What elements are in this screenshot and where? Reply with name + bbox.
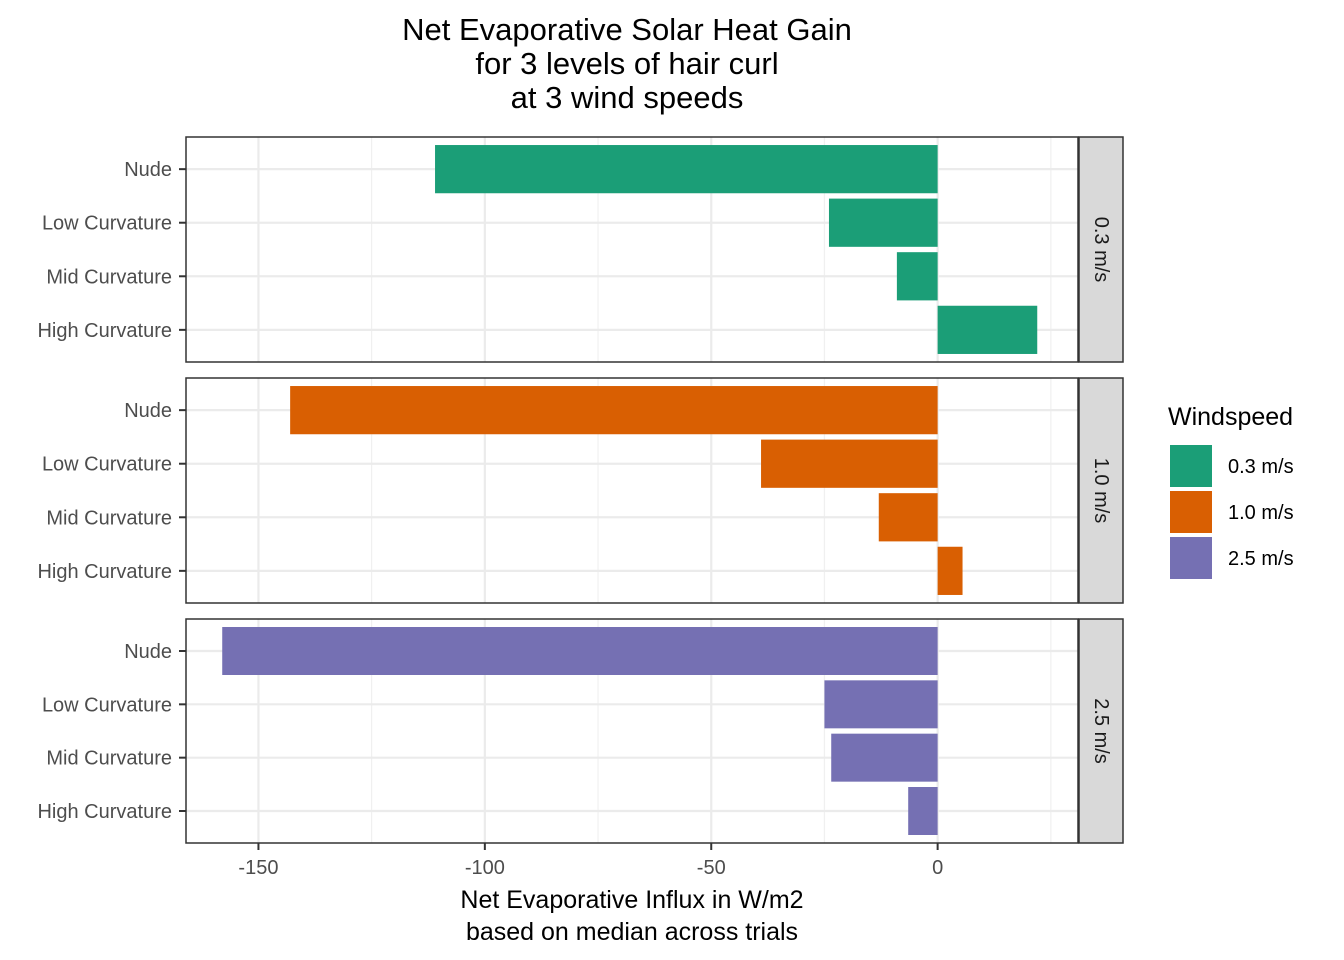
y-tick-label: Mid Curvature bbox=[46, 748, 172, 770]
panel-border bbox=[185, 136, 1079, 363]
x-tick-label: -150 bbox=[238, 857, 278, 879]
facet-panel: Nude Low Curvature Mid Curvature High Curva… bbox=[37, 377, 1124, 604]
facet-strip-label: 2.5 m/s bbox=[1090, 698, 1112, 764]
facet-strip bbox=[1078, 618, 1124, 844]
legend-key bbox=[1170, 537, 1212, 579]
y-tick-label: Nude bbox=[124, 159, 172, 181]
bar bbox=[761, 439, 938, 488]
y-tick-label: Nude bbox=[124, 400, 172, 422]
legend-key bbox=[1170, 445, 1212, 487]
x-tick-label: 0 bbox=[932, 857, 943, 879]
bar bbox=[878, 493, 938, 542]
y-tick-label: High Curvature bbox=[37, 320, 172, 342]
bar bbox=[435, 145, 938, 194]
legend: Windspeed 0.3 m/s 1.0 m/s 2.5 m/s bbox=[1168, 403, 1294, 579]
facet-panel: Nude Low Curvature Mid Curvature High Curva… bbox=[37, 618, 1124, 844]
panel-border bbox=[185, 618, 1079, 844]
chart-title-line: for 3 levels of hair curl bbox=[475, 46, 778, 81]
facet-panels: Nude Low Curvature Mid Curvature High Curva… bbox=[37, 136, 1124, 844]
facet-strip-label: 0.3 m/s bbox=[1090, 217, 1112, 283]
legend-label: 1.0 m/s bbox=[1228, 502, 1294, 524]
bar bbox=[824, 680, 938, 729]
facet-panel: Nude Low Curvature Mid Curvature High Curva… bbox=[37, 136, 1124, 363]
y-tick-label: Nude bbox=[124, 641, 172, 663]
x-axis: -150 -100 -50 0 bbox=[238, 843, 943, 879]
y-tick-label: Low Curvature bbox=[42, 454, 172, 476]
facet-strip-label: 1.0 m/s bbox=[1090, 458, 1112, 524]
chart-title-line: Net Evaporative Solar Heat Gain bbox=[402, 12, 852, 47]
x-tick-label: -100 bbox=[465, 857, 505, 879]
x-axis-title-line: Net Evaporative Influx in W/m2 bbox=[460, 886, 803, 914]
bar bbox=[290, 386, 938, 435]
y-tick-label: High Curvature bbox=[37, 561, 172, 583]
panel-border bbox=[185, 377, 1079, 604]
bar bbox=[937, 546, 963, 595]
legend-label: 0.3 m/s bbox=[1228, 456, 1294, 478]
legend-label: 2.5 m/s bbox=[1228, 548, 1294, 570]
y-tick-label: Low Curvature bbox=[42, 694, 172, 716]
bar bbox=[896, 252, 938, 301]
bar bbox=[828, 198, 938, 247]
bar bbox=[222, 627, 938, 675]
y-tick-label: High Curvature bbox=[37, 801, 172, 823]
bar bbox=[908, 787, 938, 835]
y-tick-label: Mid Curvature bbox=[46, 507, 172, 529]
legend-title: Windspeed bbox=[1168, 403, 1293, 431]
y-tick-label: Mid Curvature bbox=[46, 266, 172, 288]
x-tick-label: -50 bbox=[697, 857, 726, 879]
chart-title-line: at 3 wind speeds bbox=[511, 80, 744, 115]
x-axis-title: Net Evaporative Influx in W/m2 based on m… bbox=[460, 886, 803, 946]
facet-strip bbox=[1078, 377, 1124, 604]
bar bbox=[937, 305, 1038, 354]
bar bbox=[831, 733, 938, 782]
x-axis-title-line: based on median across trials bbox=[466, 918, 798, 946]
y-tick-label: Low Curvature bbox=[42, 213, 172, 235]
legend-key bbox=[1170, 491, 1212, 533]
facet-strip bbox=[1078, 136, 1124, 363]
